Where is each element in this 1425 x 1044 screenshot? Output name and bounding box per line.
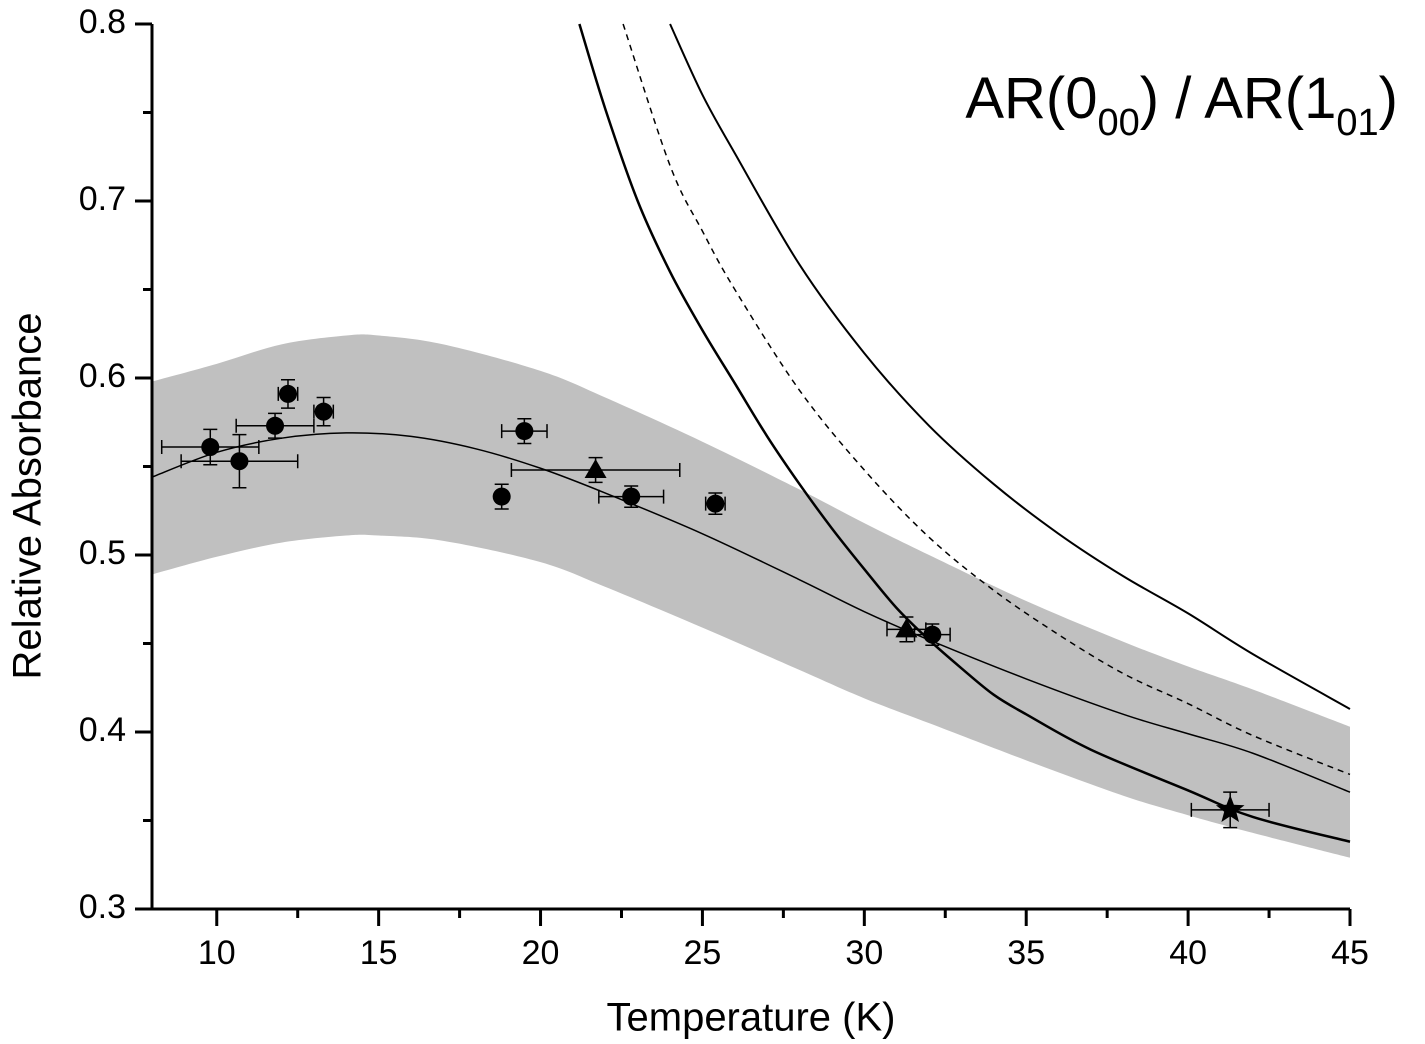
data-point [598,485,665,508]
x-tick-label: 35 [1007,934,1045,972]
x-tick-label: 20 [522,934,560,972]
x-tick-label: 25 [684,934,722,972]
x-tick-label: 30 [845,934,883,972]
data-point [886,616,927,643]
marker-circle [201,438,220,457]
data-point [1190,791,1270,829]
annotation-part: ) [1379,66,1398,131]
y-tick-label: 0.4 [79,711,126,749]
data-point [500,417,548,445]
model-curve [669,23,1351,710]
model-curve [622,23,1351,776]
data-point [235,412,315,439]
data-point [510,456,681,484]
y-axis-label: Relative Absorbance [6,313,50,680]
y-tick-label: 0.8 [79,3,126,41]
data-point [160,428,260,466]
confidence-band [152,334,1350,858]
annotation: AR(000) / AR(101) [965,66,1398,144]
marker-circle [266,416,285,435]
annotation-part: ) / AR(1 [1140,66,1337,131]
annotation-part: AR(0 [965,66,1097,131]
marker-circle [314,402,333,421]
marker-triangle [584,459,607,479]
data-point [492,483,511,510]
marker-circle [515,422,534,441]
y-tick-label: 0.7 [79,180,126,218]
x-tick-label: 45 [1331,934,1369,972]
annotation-sub: 00 [1098,102,1140,144]
data-point [913,623,951,647]
marker-circle [622,487,641,506]
model-curve [151,432,1351,793]
marker-circle [230,452,249,471]
marker-circle [278,384,297,403]
marker-circle [492,487,511,506]
annotation-sub: 01 [1336,102,1378,144]
model-curve [578,23,1351,843]
data-point [277,379,299,409]
data-point [704,492,726,516]
y-tick-label: 0.3 [79,888,126,926]
marker-triangle [895,618,918,638]
plot-layer [151,23,1351,858]
x-axis-label: Temperature (K) [607,996,896,1040]
y-tick-label: 0.6 [79,357,126,395]
data-point [180,433,299,489]
marker-circle [706,494,725,513]
x-tick-label: 40 [1169,934,1207,972]
y-tick-label: 0.5 [79,534,126,572]
x-tick-label: 15 [360,934,398,972]
marker-circle [923,625,942,644]
x-tick-label: 10 [198,934,236,972]
data-point [313,396,335,427]
marker-star [1215,794,1245,822]
